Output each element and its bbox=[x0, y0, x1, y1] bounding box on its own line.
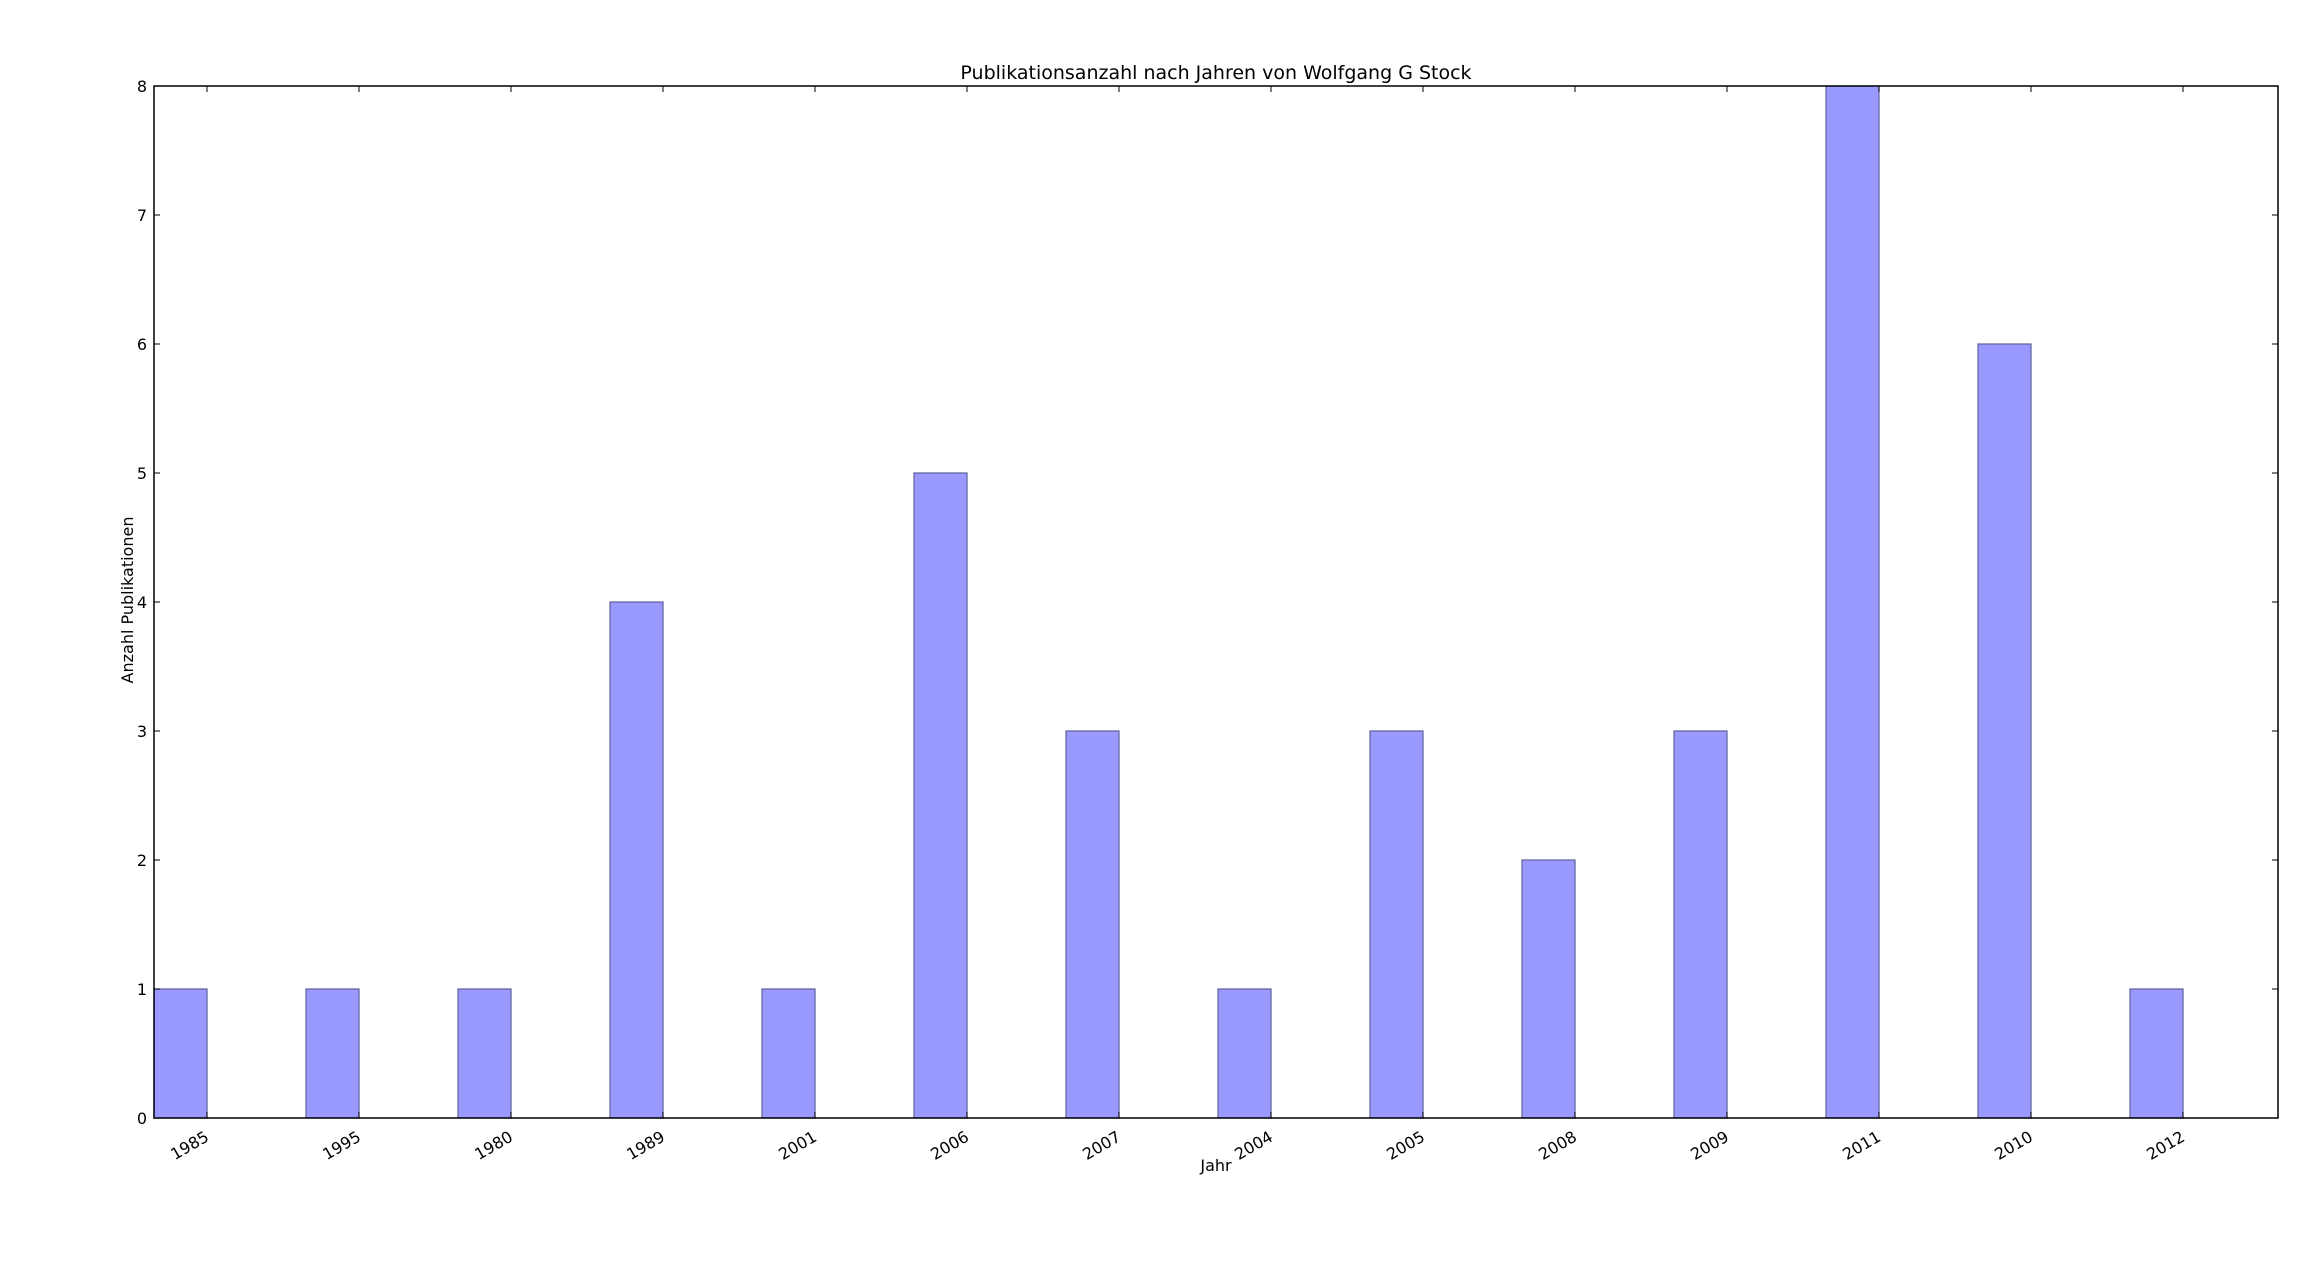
bar-2010 bbox=[1977, 343, 2032, 1119]
bar-1989 bbox=[609, 601, 664, 1119]
bar-2009 bbox=[1673, 730, 1728, 1119]
bar-1980 bbox=[457, 988, 512, 1119]
bar-2011 bbox=[1825, 85, 1880, 1119]
y-tick-label-2: 2 bbox=[137, 851, 147, 870]
plot-frame bbox=[153, 85, 2279, 1119]
bar-2001 bbox=[761, 988, 816, 1119]
y-tick-label-7: 7 bbox=[137, 206, 147, 225]
y-tick-label-4: 4 bbox=[137, 593, 147, 612]
y-tick-label-5: 5 bbox=[137, 464, 147, 483]
bar-2006 bbox=[913, 472, 968, 1119]
x-axis-label: Jahr bbox=[1199, 1156, 1232, 1175]
bar-2008 bbox=[1521, 859, 1576, 1119]
bar-1995 bbox=[305, 988, 360, 1119]
chart-title: Publikationsanzahl nach Jahren von Wolfg… bbox=[960, 62, 1471, 84]
y-tick-label-6: 6 bbox=[137, 335, 147, 354]
bar-2007 bbox=[1065, 730, 1120, 1119]
bar-series bbox=[153, 85, 2184, 1119]
y-axis-label: Anzahl Publikationen bbox=[118, 517, 137, 684]
y-tick-label-8: 8 bbox=[137, 77, 147, 96]
y-tick-label-3: 3 bbox=[137, 722, 147, 741]
y-tick-label-0: 0 bbox=[137, 1109, 147, 1128]
bar-1985 bbox=[153, 988, 208, 1119]
bar-2004 bbox=[1217, 988, 1272, 1119]
y-tick-label-1: 1 bbox=[137, 980, 147, 999]
bar-2005 bbox=[1369, 730, 1424, 1119]
bar-2012 bbox=[2129, 988, 2184, 1119]
